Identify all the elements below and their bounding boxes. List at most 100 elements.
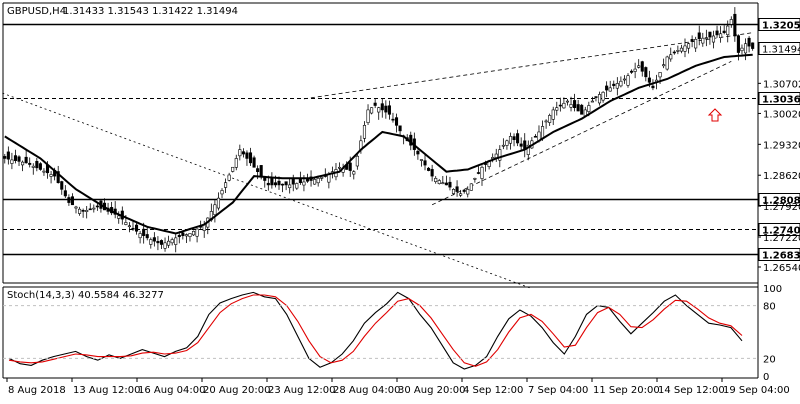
candle-body-87 bbox=[313, 179, 317, 185]
candle-body-54 bbox=[195, 228, 199, 237]
candle-body-184 bbox=[658, 72, 662, 78]
level-label-3: 1.27400 bbox=[762, 226, 800, 237]
candle-body-132 bbox=[473, 178, 477, 180]
candle-body-168 bbox=[601, 91, 605, 101]
candle-body-180 bbox=[644, 67, 648, 78]
candle-body-53 bbox=[191, 230, 196, 236]
stoch-tick-label-1: 80 bbox=[763, 302, 776, 313]
time-tick-label-10: 14 Sep 12:00 bbox=[658, 385, 725, 396]
candle-body-81 bbox=[291, 178, 295, 185]
candle-body-127 bbox=[455, 186, 459, 192]
stoch-series-0 bbox=[8, 291, 743, 370]
candle-body-158 bbox=[565, 100, 570, 103]
candle-body-19 bbox=[70, 196, 74, 206]
time-tick-label-2: 16 Aug 04:00 bbox=[138, 385, 205, 396]
candle-body-76 bbox=[273, 182, 277, 186]
stoch-panel bbox=[2, 286, 758, 379]
candle-body-156 bbox=[558, 104, 562, 107]
candle-body-35 bbox=[127, 225, 131, 228]
candle-body-52 bbox=[188, 233, 192, 237]
level-label-4: 1.26833 bbox=[762, 251, 800, 262]
candle-body-75 bbox=[270, 178, 274, 186]
candle-body-143 bbox=[512, 136, 516, 140]
candle-body-65 bbox=[234, 158, 238, 168]
candle-body-15 bbox=[56, 171, 60, 184]
stoch-tick-label-0: 100 bbox=[763, 284, 782, 295]
stoch-tick-label-3: 0 bbox=[763, 372, 769, 383]
candle-body-82 bbox=[295, 183, 299, 189]
candle-body-200 bbox=[715, 30, 719, 36]
candle-body-202 bbox=[722, 30, 726, 33]
candle-body-23 bbox=[85, 209, 89, 212]
moving-average-line bbox=[4, 53, 753, 235]
candle-body-198 bbox=[708, 31, 712, 38]
candle-body-8 bbox=[31, 165, 35, 168]
candle-body-199 bbox=[711, 35, 716, 43]
candle-body-106 bbox=[380, 103, 384, 111]
candle-body-159 bbox=[569, 104, 573, 108]
candle-body-121 bbox=[434, 178, 438, 182]
candle-body-66 bbox=[238, 149, 242, 157]
candle-body-179 bbox=[640, 61, 644, 72]
candle-body-171 bbox=[612, 83, 616, 86]
candle-body-185 bbox=[662, 64, 666, 67]
candle-body-203 bbox=[726, 25, 730, 36]
candle-body-43 bbox=[156, 241, 160, 244]
candle-body-147 bbox=[526, 144, 530, 155]
price-tick-label-1: 1.30702 bbox=[763, 79, 800, 90]
candle-body-205 bbox=[733, 13, 737, 37]
candle-body-126 bbox=[451, 189, 456, 194]
price-tick-label-3: 1.29320 bbox=[763, 140, 800, 151]
candle-body-7 bbox=[28, 162, 32, 165]
candle-body-104 bbox=[373, 102, 377, 106]
candle-body-32 bbox=[117, 215, 121, 219]
candle-body-178 bbox=[637, 65, 641, 68]
candle-body-74 bbox=[266, 182, 270, 186]
candle-body-153 bbox=[548, 115, 552, 123]
candle-body-46 bbox=[167, 240, 171, 246]
candle-body-182 bbox=[651, 85, 655, 89]
candle-body-99 bbox=[355, 155, 359, 167]
candle-body-193 bbox=[690, 39, 694, 42]
candle-body-97 bbox=[348, 162, 352, 171]
candle-body-78 bbox=[281, 183, 285, 186]
candle-body-85 bbox=[305, 179, 310, 182]
candle-body-169 bbox=[605, 85, 609, 91]
candle-body-174 bbox=[622, 78, 626, 81]
level-label-box-2 bbox=[758, 193, 800, 206]
level-label-1: 1.30362 bbox=[762, 95, 800, 106]
candle-body-5 bbox=[21, 161, 25, 166]
price-tick-label-4: 1.28620 bbox=[763, 171, 800, 182]
candle-body-59 bbox=[213, 204, 217, 216]
candle-body-117 bbox=[419, 159, 424, 161]
candle-body-61 bbox=[220, 190, 224, 195]
trendline-2 bbox=[431, 61, 732, 206]
candle-body-22 bbox=[81, 209, 85, 212]
candle-body-38 bbox=[138, 233, 142, 239]
candle-body-209 bbox=[747, 37, 751, 47]
current-price-box bbox=[758, 42, 800, 55]
candle-body-80 bbox=[288, 184, 292, 189]
candle-body-94 bbox=[337, 166, 342, 169]
candle-body-140 bbox=[501, 144, 505, 147]
candle-body-107 bbox=[384, 105, 388, 113]
candle-body-195 bbox=[697, 32, 701, 40]
candle-body-73 bbox=[263, 177, 267, 181]
candle-body-64 bbox=[231, 166, 235, 172]
candle-body-51 bbox=[184, 234, 188, 237]
trendlines bbox=[0, 32, 753, 289]
moving-average bbox=[4, 53, 753, 235]
level-label-box-0 bbox=[758, 18, 800, 31]
candle-body-162 bbox=[580, 104, 584, 115]
candle-body-194 bbox=[694, 39, 698, 49]
candle-body-120 bbox=[430, 169, 434, 177]
level-label-box-4 bbox=[758, 248, 800, 261]
candle-body-39 bbox=[142, 228, 146, 236]
candle-body-45 bbox=[163, 242, 167, 249]
stoch-tick-label-2: 20 bbox=[763, 354, 776, 365]
candle-body-40 bbox=[145, 234, 149, 239]
candle-body-44 bbox=[159, 240, 164, 245]
candle-body-4 bbox=[17, 156, 21, 162]
